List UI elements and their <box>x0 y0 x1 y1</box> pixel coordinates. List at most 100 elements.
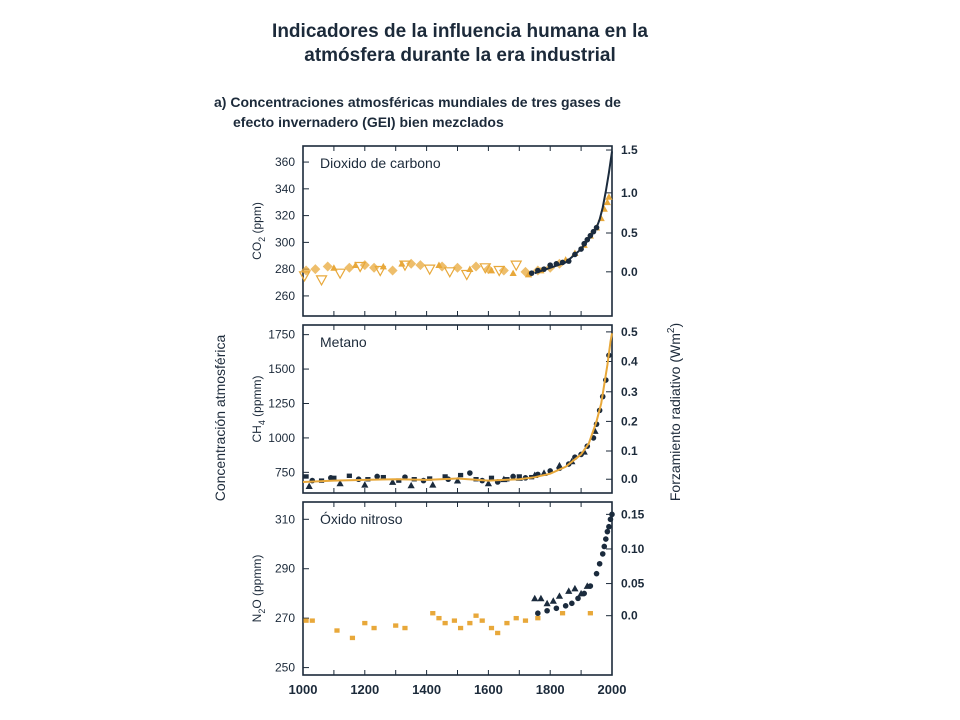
panel2-series1-point <box>303 474 309 479</box>
figure-title: Indicadores de la influencia humana en l… <box>200 20 720 68</box>
panel3-series3-point <box>603 536 609 542</box>
panel2-series3-point <box>361 481 369 488</box>
panel1-series3-point <box>330 264 338 271</box>
panel1-series3-point <box>509 269 517 277</box>
panel2-series2-point <box>510 473 516 480</box>
panel2-series1-point <box>331 475 337 481</box>
panel1-ylabel: CO2 (ppm) <box>250 202 267 260</box>
panel3-series2-point <box>549 597 557 604</box>
panel3-series1-point <box>473 613 479 618</box>
panel2-series3-point <box>389 478 397 485</box>
panel1-series2-point <box>406 258 417 269</box>
panel3-ytick-label: 290 <box>275 562 295 576</box>
panel1-series2-point <box>369 262 380 273</box>
panel2-y2tick-label: 0.2 <box>621 414 638 428</box>
panel1-series1-point <box>460 269 473 281</box>
panel3-ytick-label: 310 <box>275 512 295 526</box>
panel2-series3-point <box>336 479 344 487</box>
panel2-series4-line <box>302 333 613 483</box>
panel3-series1-point <box>467 620 473 626</box>
panel3-xtick-label: 1400 <box>412 682 441 697</box>
panel1-series3-point <box>605 193 613 200</box>
panel3-ytick-label: 270 <box>275 611 295 625</box>
panel3-series1-point <box>522 618 529 623</box>
panel1-ytick-label: 260 <box>275 289 295 303</box>
panel1-series2-point <box>310 264 321 275</box>
panel3-ylabel: N2O (ppmm) <box>250 555 267 623</box>
panel3-series2-point <box>571 584 579 592</box>
panel3-series3-point <box>544 607 550 614</box>
panel3-series2-point <box>537 594 545 602</box>
y-left-title: Concentración atmosférica <box>212 335 228 502</box>
panel3-series3-point <box>599 551 606 557</box>
panel3-series2-point <box>543 599 551 607</box>
panel2-series3-point <box>453 477 462 484</box>
panel3-series3-point <box>575 595 581 602</box>
panel3-xtick-label: 1600 <box>474 682 503 697</box>
panel1-y2tick-label: 0.5 <box>621 226 638 240</box>
panel3-series3-point <box>601 543 608 550</box>
panel3-series1-point <box>436 615 442 621</box>
figure-subtitle: a) Concentraciones atmosféricas mundiale… <box>214 92 694 132</box>
panel3-series2-point <box>565 587 573 594</box>
panel2-series1-point <box>380 474 386 480</box>
panel2-ytick-label: 1750 <box>268 328 295 342</box>
panel3-series1-point <box>451 618 458 623</box>
panel3-series1-point <box>303 618 309 623</box>
panel2-series1-point <box>442 474 448 479</box>
panel3-series3-point <box>553 605 560 612</box>
panel1-ytick-label: 360 <box>275 155 295 169</box>
panel3-series1-point <box>430 611 436 616</box>
panel3-y2tick-label: 0.15 <box>621 507 645 521</box>
panel3-series1-point <box>504 620 510 626</box>
panel1-y2tick-label: 1.0 <box>621 186 638 200</box>
panel3-xtick-label: 1800 <box>536 682 565 697</box>
panel2-ytick-label: 1000 <box>268 431 295 445</box>
panel3-series1-point <box>442 620 448 626</box>
panel1-series1-point <box>315 275 328 287</box>
panel1-series2-point <box>498 265 509 276</box>
panel3-series3-point <box>562 603 569 609</box>
panel3-y2tick-label: 0.05 <box>621 577 645 591</box>
panel2-series1-point <box>396 478 402 483</box>
panel1-series3-point <box>487 266 496 274</box>
panel3-y2tick-label: 0.0 <box>621 609 638 623</box>
panel1-series3-point <box>379 262 387 270</box>
panel1-y2tick-label: 1.5 <box>621 143 638 157</box>
panel1-y2tick-label: 0.0 <box>621 265 638 279</box>
panel1-ytick-label: 320 <box>275 209 295 223</box>
panel3-series1-point <box>309 618 315 623</box>
panel1-series2-point <box>452 262 463 273</box>
panel2-series1-point <box>488 475 495 481</box>
panel2-series3-point <box>555 461 564 469</box>
panel3-series3-point <box>607 516 614 523</box>
panel1-series1-point <box>443 267 456 279</box>
panel2-y2tick-label: 0.4 <box>621 354 638 368</box>
panel3-series1-point <box>393 623 399 628</box>
panel2-series1-point <box>346 473 352 478</box>
panel3-series3-point <box>593 570 600 577</box>
figure-title-line2: atmósfera durante la era industrial <box>304 45 616 66</box>
panel2-series3-point <box>429 481 437 488</box>
panel3-series1-point <box>334 628 340 633</box>
panel2-ylabel: CH4 (ppmm) <box>250 375 267 442</box>
panel1-series3-point <box>524 270 533 278</box>
panel3-series1-point <box>479 618 485 623</box>
panel2-ytick-label: 1500 <box>268 362 295 376</box>
panel1-ytick-label: 300 <box>275 235 295 249</box>
panel2-ytick-label: 1250 <box>268 396 295 410</box>
panel2-series2-point <box>467 470 473 476</box>
panel1-series3-point <box>398 260 406 267</box>
panel3-xtick-label: 2000 <box>598 682 627 697</box>
panel3-series3-point <box>569 600 575 607</box>
panel1-series4-point <box>528 270 535 276</box>
panel1-series3-point <box>351 261 360 269</box>
panel1-series2-point <box>359 260 370 271</box>
panel3-series1-point <box>535 615 541 621</box>
panel2-series1-point <box>427 476 433 481</box>
panel1-ytick-label: 280 <box>275 262 295 276</box>
panel2-series3-point <box>305 482 313 489</box>
panel1-series1-point <box>423 264 436 276</box>
panel3-series1-point <box>587 611 593 616</box>
